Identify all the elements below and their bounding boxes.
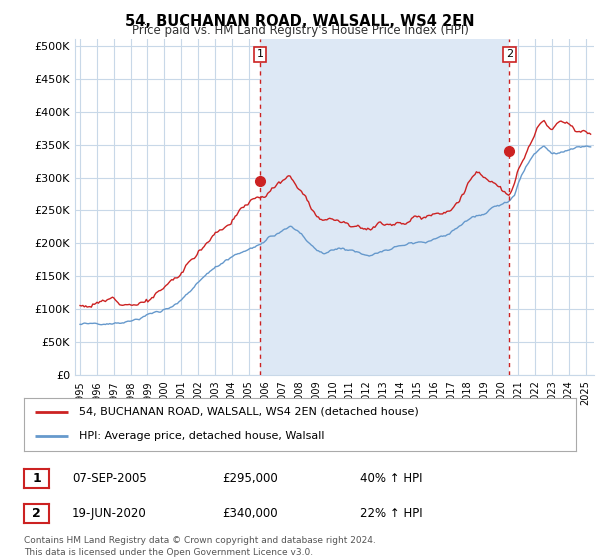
Text: 1: 1 <box>32 472 41 486</box>
Text: 22% ↑ HPI: 22% ↑ HPI <box>360 507 422 520</box>
Text: 07-SEP-2005: 07-SEP-2005 <box>72 472 147 486</box>
Text: 54, BUCHANAN ROAD, WALSALL, WS4 2EN: 54, BUCHANAN ROAD, WALSALL, WS4 2EN <box>125 14 475 29</box>
Text: Price paid vs. HM Land Registry's House Price Index (HPI): Price paid vs. HM Land Registry's House … <box>131 24 469 37</box>
Text: HPI: Average price, detached house, Walsall: HPI: Average price, detached house, Wals… <box>79 431 325 441</box>
Text: Contains HM Land Registry data © Crown copyright and database right 2024.
This d: Contains HM Land Registry data © Crown c… <box>24 536 376 557</box>
Text: 54, BUCHANAN ROAD, WALSALL, WS4 2EN (detached house): 54, BUCHANAN ROAD, WALSALL, WS4 2EN (det… <box>79 407 419 417</box>
Text: £340,000: £340,000 <box>222 507 278 520</box>
Text: 2: 2 <box>506 49 513 59</box>
Text: 1: 1 <box>257 49 263 59</box>
Text: 2: 2 <box>32 507 41 520</box>
Text: 40% ↑ HPI: 40% ↑ HPI <box>360 472 422 486</box>
Text: 19-JUN-2020: 19-JUN-2020 <box>72 507 147 520</box>
Bar <box>260 39 509 375</box>
Text: £295,000: £295,000 <box>222 472 278 486</box>
